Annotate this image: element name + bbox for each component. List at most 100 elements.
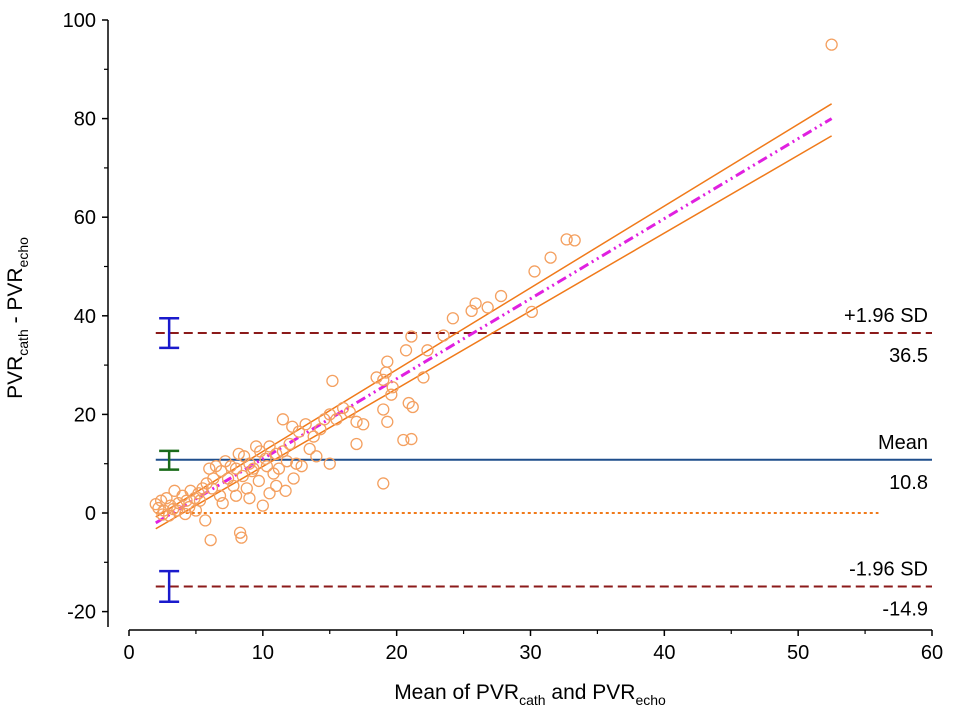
data-point [204, 533, 217, 547]
data-point [370, 371, 383, 384]
data-point [397, 433, 410, 447]
y-tick-label: 100 [63, 10, 96, 32]
data-point [240, 482, 253, 495]
y-title-sub2: echo [15, 237, 31, 268]
data-point [336, 401, 350, 415]
data-point [437, 329, 450, 342]
data-point [270, 479, 283, 493]
data-point [469, 297, 482, 310]
y-ticks: -20 0 20 40 60 80 100 [63, 10, 108, 624]
data-point [377, 373, 390, 387]
data-point [260, 460, 273, 473]
data-point [528, 265, 541, 278]
data-point [417, 371, 430, 384]
data-point [152, 501, 165, 515]
data-point [385, 388, 398, 401]
reference-lines [155, 332, 932, 588]
y-tick-label: 80 [74, 109, 96, 131]
y-title-a: PVR [4, 356, 27, 399]
data-point [323, 457, 336, 470]
data-point [276, 413, 290, 426]
data-point [160, 492, 173, 505]
data-point [183, 500, 196, 514]
data-point [357, 418, 370, 431]
y-tick-label: 0 [85, 503, 96, 525]
axes: -20 0 20 40 60 80 100 0 10 20 30 40 50 60 [63, 10, 944, 664]
y-tick-label: -20 [67, 602, 96, 624]
x-tick-label: 50 [787, 642, 809, 664]
data-point [188, 492, 201, 505]
y-axis-title: PVRcath - PVRecho [4, 237, 31, 399]
data-point [249, 440, 263, 453]
data-point [446, 312, 460, 325]
y-tick-label: 40 [74, 306, 96, 328]
data-point [303, 442, 316, 456]
upper-loa-label: +1.96 SD [844, 305, 928, 327]
x-tick-label: 40 [653, 642, 675, 664]
x-axis-title: Mean of PVRcath and PVRecho [394, 681, 666, 708]
data-point [263, 487, 276, 500]
data-point [205, 482, 219, 495]
data-point [236, 469, 249, 483]
data-point [379, 366, 393, 379]
data-point [233, 526, 247, 539]
data-point [156, 508, 169, 521]
data-point [247, 462, 260, 475]
data-point [179, 507, 192, 521]
lower-loa-value: -14.9 [882, 598, 928, 620]
data-point [405, 432, 418, 446]
data-point [465, 304, 478, 318]
x-title-main: Mean of PVR [394, 681, 519, 704]
mean-value: 10.8 [889, 472, 928, 494]
y-title-mid: - PVR [4, 267, 27, 329]
data-point [290, 457, 303, 470]
data-point [193, 494, 207, 507]
data-point [310, 450, 323, 463]
data-point [406, 400, 419, 414]
data-point [350, 415, 363, 428]
data-point [280, 455, 294, 468]
regression-fit-line [154, 117, 833, 525]
data-point [299, 418, 312, 431]
data-point [229, 462, 243, 475]
data-point [232, 447, 245, 460]
data-point [168, 484, 181, 497]
data-point [402, 396, 415, 410]
data-point [326, 374, 339, 388]
data-point [386, 381, 399, 394]
x-tick-label: 0 [123, 642, 134, 664]
x-title-sub2: echo [635, 692, 666, 708]
x-title-sub1: cath [519, 692, 545, 708]
data-point [283, 437, 296, 451]
scatter-points [149, 38, 838, 547]
data-point [568, 234, 581, 247]
data-point [213, 489, 227, 502]
data-point [381, 415, 394, 428]
data-point [279, 484, 292, 497]
data-point [287, 472, 300, 485]
data-point [245, 464, 259, 478]
x-title-mid: and PVR [546, 681, 636, 704]
data-point [314, 423, 327, 436]
data-point [825, 38, 838, 51]
data-point [494, 289, 508, 303]
data-point [381, 355, 394, 368]
data-point [237, 450, 251, 463]
data-point [216, 496, 229, 510]
data-point [343, 405, 356, 419]
data-point [209, 460, 223, 473]
data-point [203, 462, 216, 475]
y-tick-label: 20 [74, 404, 96, 426]
lower-loa-label: -1.96 SD [849, 558, 928, 580]
x-tick-label: 30 [519, 642, 541, 664]
mean-label: Mean [878, 432, 928, 454]
data-point [252, 474, 265, 488]
x-ticks: 0 10 20 30 40 50 60 [123, 630, 943, 664]
x-tick-label: 60 [921, 642, 943, 664]
data-point [421, 344, 434, 357]
confidence-interval-bars [159, 317, 180, 603]
data-point [167, 502, 180, 516]
data-point [377, 403, 390, 416]
data-point [149, 497, 162, 511]
y-tick-label: 60 [74, 207, 96, 229]
